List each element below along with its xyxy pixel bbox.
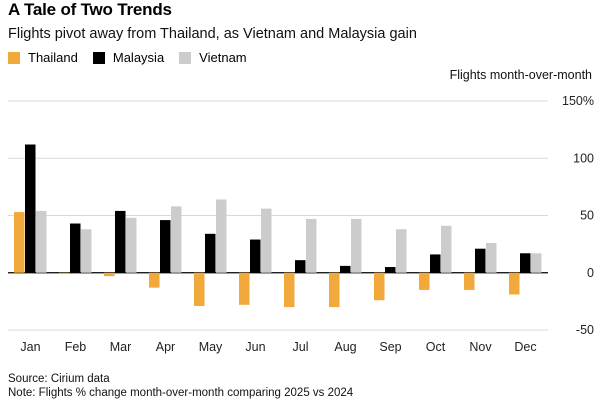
legend-label-malaysia: Malaysia <box>112 50 165 65</box>
bar-thailand-mar <box>104 272 115 277</box>
bar-malaysia-jun <box>250 239 261 273</box>
legend-item-vietnam: Vietnam <box>179 50 247 65</box>
bar-thailand-dec <box>509 272 520 295</box>
x-tick-label: Mar <box>110 340 132 354</box>
x-tick-label: Aug <box>334 340 356 354</box>
x-tick-label: Jul <box>293 340 309 354</box>
bar-malaysia-mar <box>115 210 126 273</box>
x-tick-label: Nov <box>469 340 492 354</box>
bar-thailand-oct <box>419 272 430 290</box>
y-tick-label: 0 <box>587 266 594 280</box>
bar-malaysia-jan <box>25 144 36 273</box>
chart-title: A Tale of Two Trends <box>8 0 172 19</box>
legend: Thailand Malaysia Vietnam <box>8 50 262 65</box>
bar-malaysia-jul <box>295 260 306 273</box>
y-tick-label: 150% <box>562 94 594 108</box>
y-axis-label: Flights month-over-month <box>449 68 592 82</box>
bar-malaysia-apr <box>160 220 171 273</box>
x-tick-label: May <box>199 340 223 354</box>
x-tick-label: Oct <box>426 340 446 354</box>
legend-swatch-thailand <box>8 51 20 64</box>
bar-vietnam-oct <box>441 225 452 273</box>
x-tick-label: Jun <box>245 340 265 354</box>
bar-thailand-jan <box>14 212 25 273</box>
y-tick-label: 100 <box>573 151 594 165</box>
bar-vietnam-apr <box>171 206 182 273</box>
bar-thailand-sep <box>374 272 385 301</box>
bar-thailand-aug <box>329 272 340 308</box>
legend-label-vietnam: Vietnam <box>199 50 247 65</box>
bar-thailand-nov <box>464 272 475 290</box>
legend-item-malaysia: Malaysia <box>92 50 165 65</box>
bar-vietnam-nov <box>486 242 497 273</box>
bar-thailand-feb <box>59 272 70 274</box>
source-note: Source: Cirium data <box>8 373 110 385</box>
x-tick-label: Sep <box>379 340 401 354</box>
bar-thailand-jun <box>239 272 250 305</box>
bar-malaysia-feb <box>70 223 81 273</box>
x-tick-label: Feb <box>65 340 87 354</box>
bar-malaysia-may <box>205 233 216 273</box>
bar-vietnam-jul <box>306 218 317 273</box>
bar-vietnam-dec <box>531 253 542 273</box>
chart-subtitle: Flights pivot away from Thailand, as Vie… <box>8 26 417 42</box>
x-tick-label: Dec <box>514 340 536 354</box>
bar-malaysia-dec <box>520 253 531 273</box>
legend-swatch-vietnam <box>179 51 192 64</box>
legend-swatch-malaysia <box>92 51 105 64</box>
bar-vietnam-may <box>216 199 227 273</box>
bar-vietnam-sep <box>396 229 407 273</box>
bar-vietnam-jan <box>36 210 47 273</box>
bar-thailand-jul <box>284 272 295 308</box>
bar-thailand-may <box>194 272 205 306</box>
legend-label-thailand: Thailand <box>28 50 78 65</box>
bar-malaysia-sep <box>385 267 396 273</box>
bar-thailand-apr <box>149 272 160 288</box>
bar-vietnam-feb <box>81 229 92 273</box>
bar-vietnam-jun <box>261 208 272 273</box>
bar-malaysia-nov <box>475 248 486 273</box>
y-tick-label: 50 <box>580 209 594 223</box>
bar-malaysia-aug <box>340 265 351 273</box>
bar-malaysia-oct <box>430 254 441 273</box>
y-tick-label: -50 <box>576 323 594 337</box>
bar-vietnam-mar <box>126 217 137 273</box>
legend-item-thailand: Thailand <box>8 50 78 65</box>
x-tick-label: Apr <box>156 340 175 354</box>
x-tick-label: Jan <box>20 340 40 354</box>
footnote: Note: Flights % change month-over-month … <box>8 387 354 399</box>
bar-vietnam-aug <box>351 218 362 273</box>
